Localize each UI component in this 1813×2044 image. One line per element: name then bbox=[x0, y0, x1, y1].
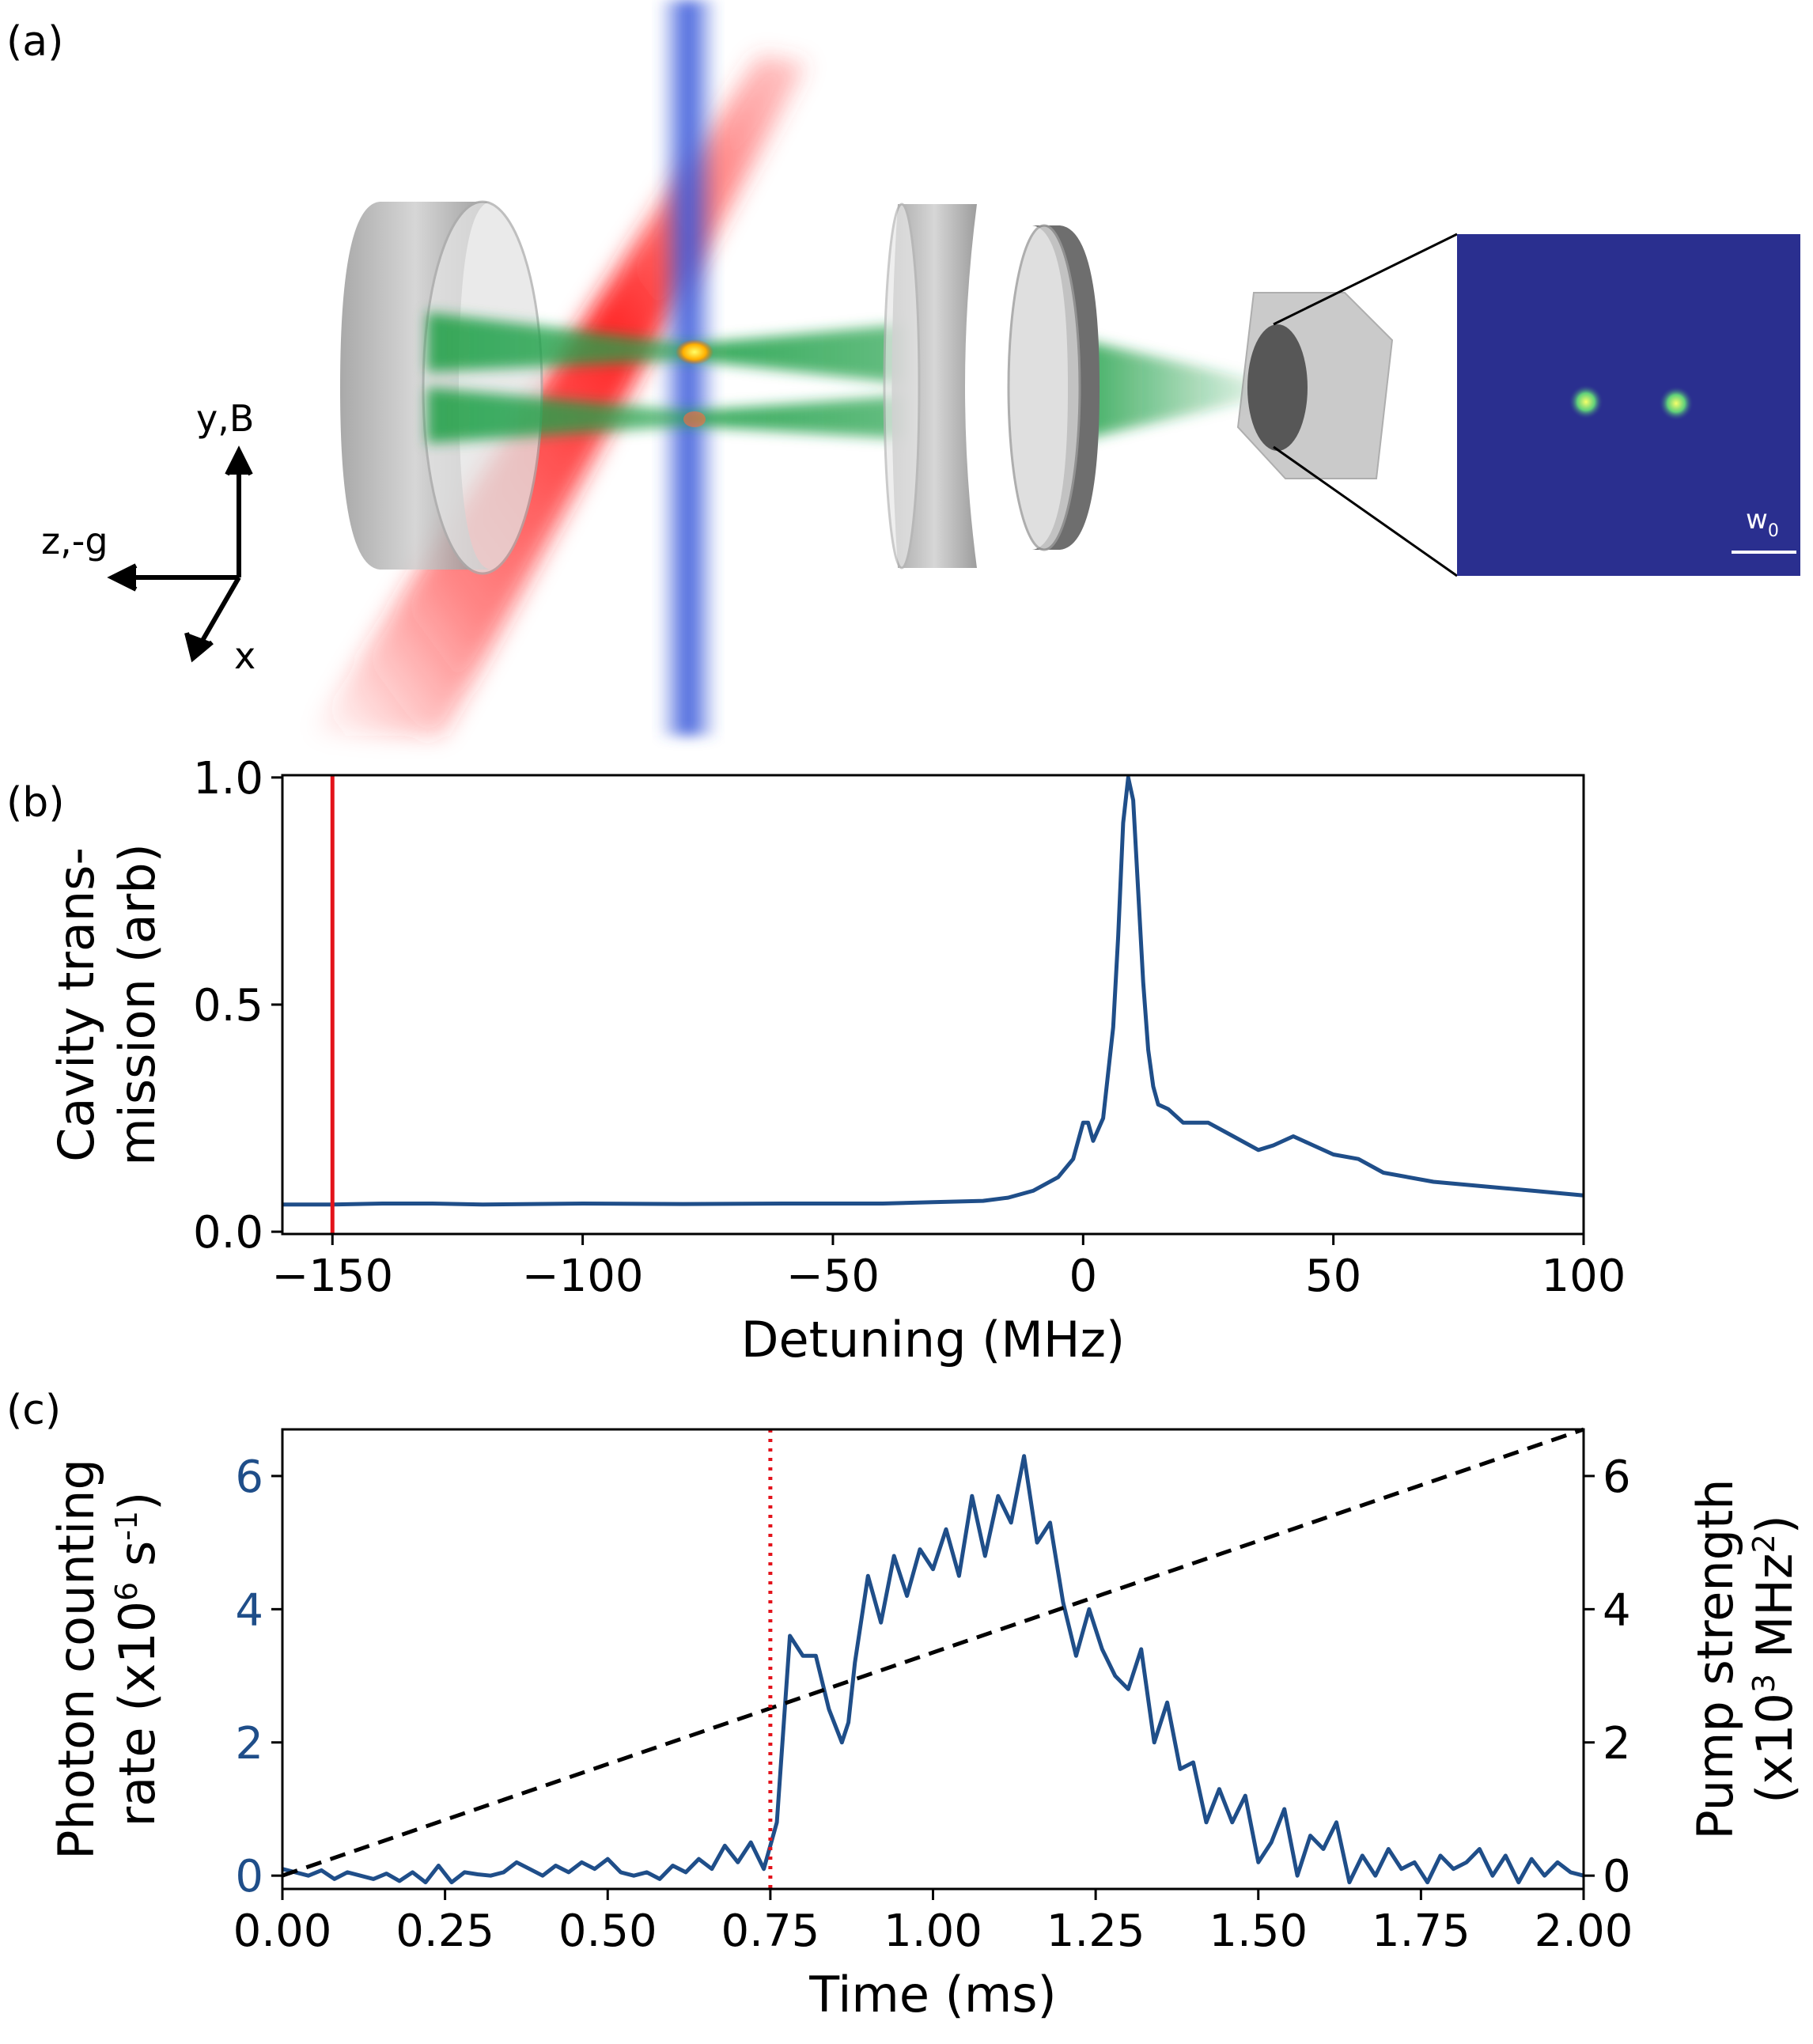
y2-tick-label: 4 bbox=[1603, 1584, 1631, 1636]
x-tick-label: 1.75 bbox=[1372, 1906, 1470, 1957]
fluorescence-spot-left bbox=[1569, 384, 1603, 419]
photon-rate-line bbox=[282, 1454, 1584, 1885]
x-tick-label: 0 bbox=[1069, 1251, 1097, 1302]
y-tick-label: 0.5 bbox=[193, 980, 263, 1031]
y-axis-label-line2: rate (x106 s-1) bbox=[108, 1492, 166, 1827]
transmission-line bbox=[282, 775, 1584, 1207]
panel-a: (a) bbox=[6, 0, 1800, 736]
x-tick-label: −150 bbox=[271, 1251, 393, 1302]
axis-label-z: z,-g bbox=[41, 520, 108, 562]
x-tick-label: −50 bbox=[786, 1251, 880, 1302]
y2-tick-label: 2 bbox=[1603, 1718, 1631, 1770]
chart-b: −150 −100 −50 0 50 100 0.0 0.5 1.0 Detuning (MHz)… bbox=[47, 753, 1626, 1368]
plot-frame bbox=[281, 774, 1585, 1236]
panel-b: (b) −150 −100 −50 0 50 100 0.0 0.5 1.0 Detuning (… bbox=[6, 753, 1626, 1368]
atom-cloud-upper bbox=[676, 339, 713, 365]
cavity-mirror-left bbox=[340, 200, 543, 575]
y-tick-label: 0 bbox=[235, 1851, 263, 1902]
x-tick-label: −100 bbox=[522, 1251, 644, 1302]
axis-label-x: x bbox=[234, 634, 255, 677]
green-probe-beams bbox=[427, 312, 1254, 443]
x-tick-label: 1.50 bbox=[1209, 1906, 1308, 1957]
y2-axis-label-line2: (x103 MHz2) bbox=[1746, 1515, 1804, 1804]
x-tick-label: 1.25 bbox=[1047, 1906, 1145, 1957]
pump-strength-line bbox=[282, 1427, 1584, 1878]
y-tick-label: 0.0 bbox=[193, 1207, 263, 1259]
x-axis-label: Time (ms) bbox=[808, 1966, 1057, 2023]
scale-bar-label: w0 bbox=[1746, 504, 1779, 541]
panel-b-label: (b) bbox=[6, 779, 65, 827]
y-axis-label-line1: Photon counting bbox=[47, 1459, 105, 1860]
y-tick-label: 4 bbox=[235, 1584, 263, 1636]
coordinate-axes bbox=[107, 445, 253, 663]
y-tick-label: 6 bbox=[235, 1452, 263, 1503]
x-tick-label: 2.00 bbox=[1535, 1906, 1633, 1957]
x-tick-label: 0.25 bbox=[396, 1906, 494, 1957]
y-axis-label-line2: mission (arb) bbox=[108, 843, 166, 1166]
atom-cloud-lower bbox=[683, 411, 706, 427]
x-tick-label: 0.50 bbox=[558, 1906, 657, 1957]
y2-tick-label: 0 bbox=[1603, 1851, 1631, 1902]
y-tick-label: 1.0 bbox=[193, 753, 263, 804]
panel-a-label: (a) bbox=[6, 18, 63, 66]
collection-lens bbox=[1007, 224, 1100, 551]
panel-c: (c) 0.00 0.25 0.50 0.75 1.00 1.25 1.50 1.75 2.00… bbox=[6, 1387, 1804, 2023]
y2-axis-label-line1: Pump strength bbox=[1686, 1478, 1744, 1839]
camera-image-inset: w0 bbox=[1457, 234, 1800, 576]
blue-beam bbox=[658, 0, 718, 736]
x-tick-label: 1.00 bbox=[884, 1906, 982, 1957]
cavity-mirror-right bbox=[883, 203, 977, 570]
panel-c-label: (c) bbox=[6, 1387, 61, 1434]
chart-c: 0.00 0.25 0.50 0.75 1.00 1.25 1.50 1.75 2.000246… bbox=[47, 1427, 1804, 2023]
fluorescence-spot-right bbox=[1659, 386, 1694, 421]
x-tick-label: 100 bbox=[1542, 1251, 1626, 1302]
x-tick-label: 0.75 bbox=[721, 1906, 820, 1957]
axis-label-y: y,B bbox=[196, 397, 254, 440]
x-tick-label: 0.00 bbox=[233, 1906, 332, 1957]
camera bbox=[1236, 233, 1458, 577]
y2-tick-label: 6 bbox=[1603, 1452, 1631, 1503]
y-axis-label-line1: Cavity trans- bbox=[47, 847, 105, 1162]
x-axis-label: Detuning (MHz) bbox=[741, 1311, 1125, 1368]
y-tick-label: 2 bbox=[235, 1718, 263, 1770]
x-tick-label: 50 bbox=[1305, 1251, 1361, 1302]
